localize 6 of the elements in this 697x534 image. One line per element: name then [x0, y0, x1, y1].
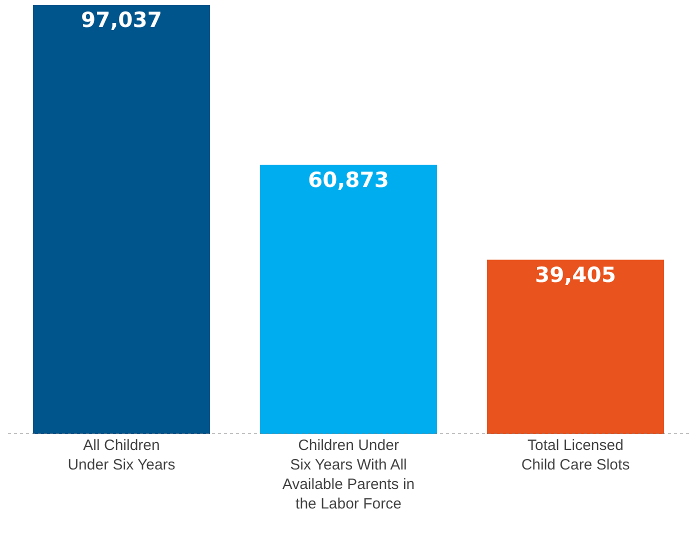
data-label: 97,037	[80, 8, 162, 32]
x-tick-label: Children Under Six Years With All Available Parents in the Labor Force	[282, 437, 415, 512]
x-tick-label: Total Licensed Child Care Slots	[521, 437, 630, 474]
x-tick-label: All Children Under Six Years	[68, 437, 176, 474]
data-label: 60,873	[308, 168, 390, 192]
data-label: 39,405	[534, 262, 616, 287]
